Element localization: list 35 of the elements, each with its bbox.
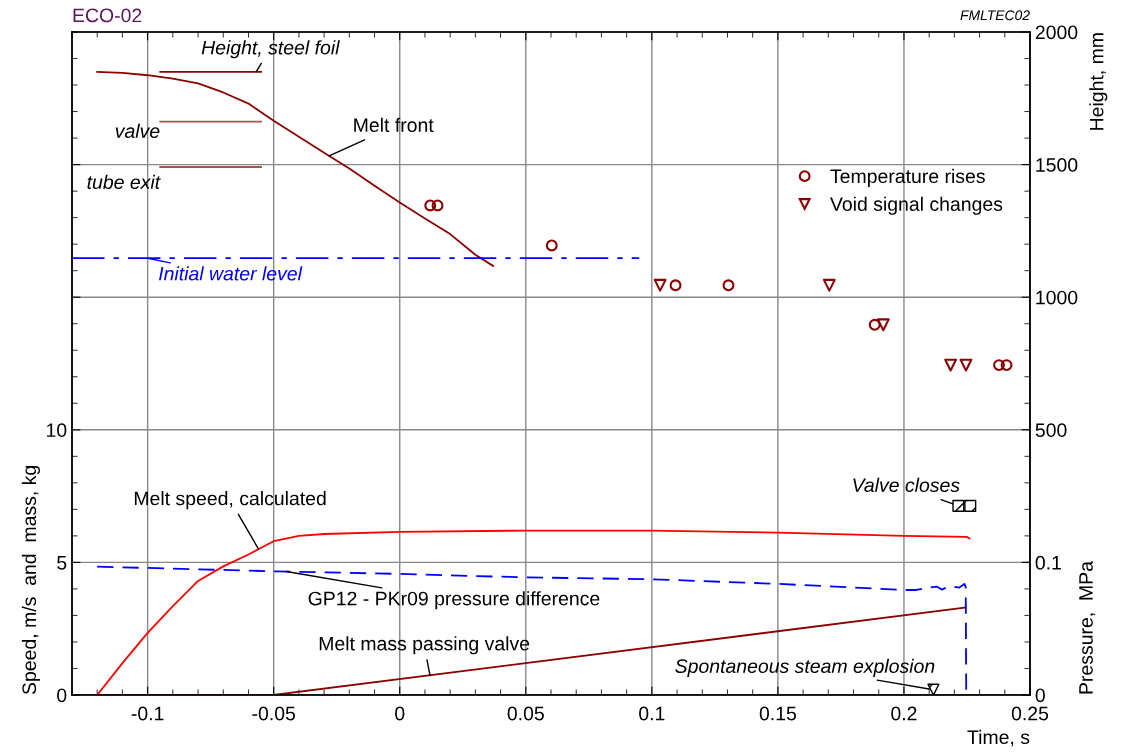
x-tick-label: -0.1	[131, 706, 164, 721]
series-label: GP12 - PKr09 pressure difference	[308, 591, 600, 610]
series-label: Melt front	[354, 117, 434, 133]
legend-label: Temperature rises	[830, 168, 985, 187]
y2-tick-label: 1500	[1036, 158, 1078, 172]
x-tick-label: 0.25	[1011, 706, 1049, 721]
series-label: valve	[115, 123, 160, 138]
series-label: Melt mass passing valve	[319, 636, 530, 655]
y3-axis-title: Pressure, MPa	[1079, 561, 1096, 694]
series-label: Spontaneous steam explosion	[675, 658, 935, 677]
series-label: Height, steel foil	[201, 40, 340, 59]
y2-tick-label: 500	[1035, 423, 1067, 438]
legend-label: Void signal changes	[830, 196, 1003, 215]
y3-tick-label: 0.1	[1035, 555, 1061, 570]
y-tick-label: 0	[57, 688, 67, 703]
series-label: Initial water level	[158, 266, 303, 281]
x-tick-label: 0.1	[639, 706, 665, 721]
series-label: tube exit	[87, 174, 161, 190]
y-axis-title: Speed, m/s and mass, kg	[21, 466, 40, 695]
x-tick-label: 0.15	[759, 706, 796, 721]
y-tick-label: 10	[47, 423, 67, 438]
x-tick-label: 0.05	[507, 706, 544, 721]
y-tick-label: 5	[57, 556, 67, 570]
y2-axis-title: Height, mm	[1089, 33, 1108, 130]
y2-tick-label: 1000	[1036, 290, 1078, 305]
x-tick-label: 0	[395, 706, 405, 721]
chart-subtitle: FMLTEC02	[960, 10, 1030, 21]
y2-tick-label: 2000	[1035, 25, 1078, 40]
chart-title: ECO-02	[73, 8, 142, 23]
series-label: Valve closes	[853, 477, 960, 493]
x-tick-label: -0.05	[252, 706, 296, 721]
x-tick-label: 0.2	[891, 706, 917, 721]
y3-tick-label: 0	[1035, 688, 1045, 703]
x-axis-title: Time, s	[967, 729, 1030, 747]
series-label: Melt speed, calculated	[134, 491, 326, 510]
